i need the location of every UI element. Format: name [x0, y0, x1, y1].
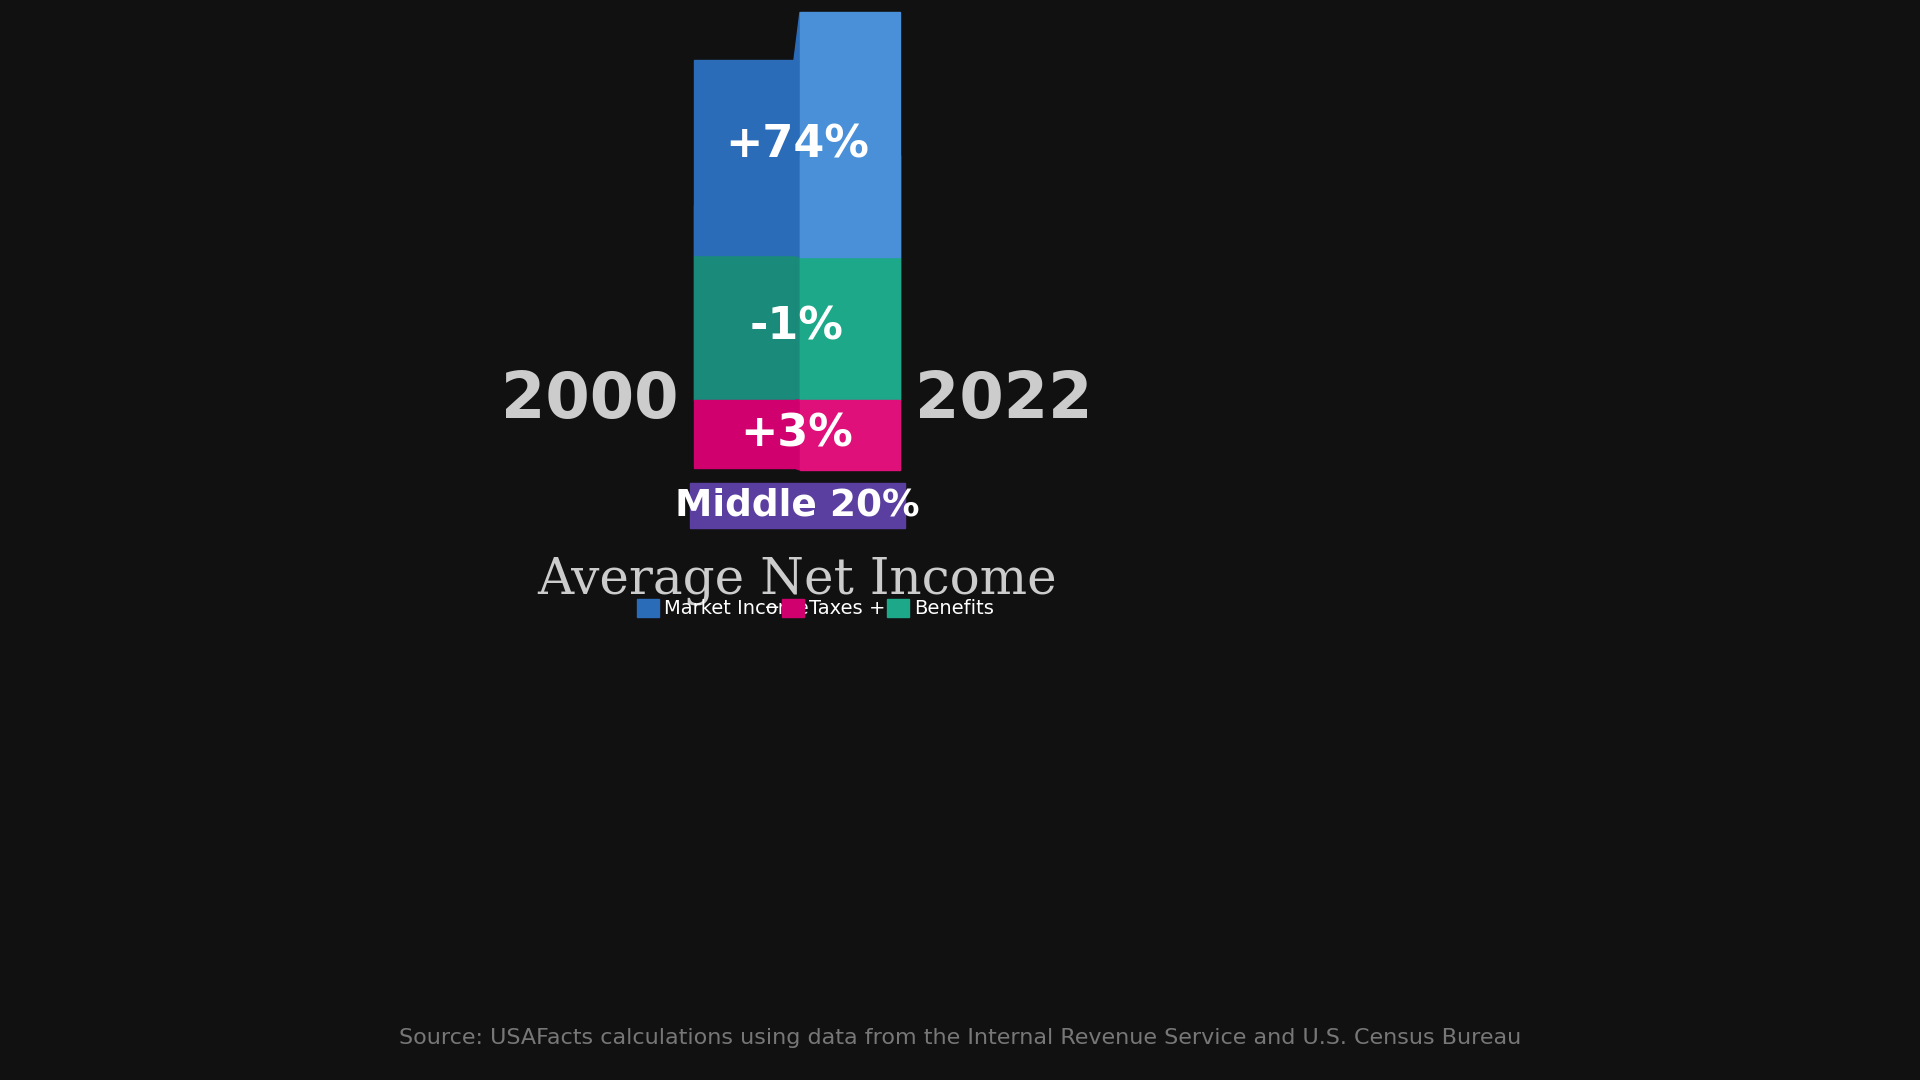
- Text: +74%: +74%: [726, 123, 870, 166]
- Polygon shape: [795, 12, 801, 257]
- Bar: [693, 400, 795, 468]
- Bar: [693, 205, 795, 400]
- Text: Middle 20%: Middle 20%: [674, 487, 920, 524]
- Bar: [693, 60, 795, 255]
- Text: +: +: [870, 598, 885, 618]
- Polygon shape: [795, 255, 801, 400]
- Polygon shape: [795, 400, 801, 470]
- Text: 2022: 2022: [916, 369, 1092, 431]
- Polygon shape: [795, 156, 801, 400]
- Text: Source: USAFacts calculations using data from the Internal Revenue Service and U: Source: USAFacts calculations using data…: [399, 1028, 1521, 1048]
- Bar: [637, 599, 659, 617]
- Text: +3%: +3%: [741, 413, 852, 456]
- Text: 2000: 2000: [501, 369, 680, 431]
- Text: Taxes: Taxes: [808, 598, 862, 618]
- Bar: [801, 156, 900, 400]
- Text: Market Income: Market Income: [664, 598, 808, 618]
- Bar: [801, 257, 900, 400]
- Bar: [781, 599, 804, 617]
- Bar: [689, 483, 904, 528]
- Text: −: −: [764, 598, 780, 618]
- Bar: [801, 400, 900, 470]
- Text: -1%: -1%: [751, 306, 845, 349]
- Text: Benefits: Benefits: [914, 598, 995, 618]
- Text: Average Net Income: Average Net Income: [538, 556, 1056, 606]
- Bar: [887, 599, 908, 617]
- Bar: [693, 255, 795, 400]
- Bar: [801, 12, 900, 257]
